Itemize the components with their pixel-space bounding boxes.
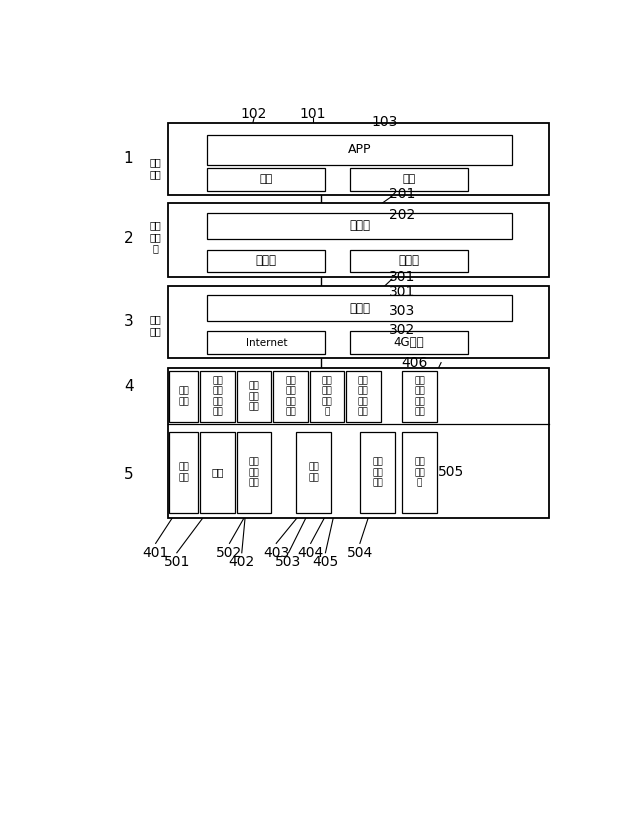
Bar — [350, 249, 468, 272]
Text: 固化
剂用
量监
控: 固化 剂用 量监 控 — [321, 377, 332, 416]
Text: APP: APP — [348, 143, 371, 156]
Text: 301: 301 — [389, 271, 415, 284]
Text: 监控
终端: 监控 终端 — [178, 387, 189, 406]
Bar — [207, 296, 512, 320]
Text: 403: 403 — [263, 546, 290, 560]
Bar — [200, 432, 236, 513]
Bar — [170, 371, 198, 422]
Text: 301: 301 — [389, 285, 415, 299]
Text: 4: 4 — [124, 379, 133, 394]
Bar — [360, 432, 396, 513]
Text: 显示屏: 显示屏 — [349, 219, 370, 232]
Bar — [200, 371, 236, 422]
Text: 投入
式液
位计: 投入 式液 位计 — [249, 457, 260, 487]
Text: 水位
监测
终端: 水位 监测 终端 — [249, 381, 260, 412]
Text: 交换机: 交换机 — [399, 254, 420, 267]
Bar — [207, 134, 512, 165]
Text: 406: 406 — [401, 355, 427, 370]
Text: 5: 5 — [124, 467, 133, 482]
Text: 防火墙: 防火墙 — [349, 302, 370, 315]
Bar — [170, 432, 198, 513]
Text: 502: 502 — [217, 546, 243, 560]
Text: 水泵: 水泵 — [211, 468, 224, 478]
Bar — [207, 168, 325, 191]
Bar — [296, 432, 331, 513]
Bar — [207, 331, 325, 354]
Text: 1: 1 — [124, 151, 133, 166]
Text: 水泥
用量
监控
终端: 水泥 用量 监控 终端 — [285, 377, 296, 416]
Text: 504: 504 — [347, 546, 373, 560]
Text: 404: 404 — [298, 546, 324, 560]
Text: 303: 303 — [389, 304, 415, 318]
Text: 压力
传感
器: 压力 传感 器 — [414, 457, 425, 487]
Bar — [168, 203, 549, 276]
Text: 4G网络: 4G网络 — [394, 336, 424, 349]
Text: 远程
控制: 远程 控制 — [150, 157, 161, 179]
Text: 计量
设备: 计量 设备 — [178, 463, 189, 482]
Bar — [350, 331, 468, 354]
Text: 402: 402 — [229, 555, 255, 569]
Bar — [168, 123, 549, 195]
Text: 通讯
网络: 通讯 网络 — [150, 315, 161, 336]
Text: 501: 501 — [164, 555, 190, 569]
Text: 防火墙: 防火墙 — [256, 254, 277, 267]
Text: 局域
网监
控: 局域 网监 控 — [150, 220, 161, 253]
Bar — [207, 213, 512, 239]
Bar — [273, 371, 308, 422]
Text: 102: 102 — [241, 107, 267, 121]
Text: 201: 201 — [389, 187, 415, 201]
Bar — [310, 371, 344, 422]
Bar — [402, 432, 437, 513]
Bar — [168, 368, 549, 518]
Text: 503: 503 — [276, 555, 302, 569]
Text: 下料
阀门: 下料 阀门 — [308, 463, 319, 482]
Text: Internet: Internet — [246, 337, 287, 347]
Text: 202: 202 — [389, 208, 415, 222]
Text: 401: 401 — [142, 546, 169, 560]
Text: 3: 3 — [124, 315, 133, 329]
Text: 超声
波流
量计: 超声 波流 量计 — [372, 457, 383, 487]
Bar — [345, 371, 381, 422]
Text: 505: 505 — [438, 465, 464, 479]
Bar — [237, 371, 271, 422]
Bar — [402, 371, 437, 422]
Text: 302: 302 — [389, 323, 415, 337]
Text: 2: 2 — [124, 231, 133, 246]
Text: 远程
监控
终端
设备: 远程 监控 终端 设备 — [414, 377, 425, 416]
Bar — [237, 432, 271, 513]
Bar — [207, 249, 325, 272]
Text: 405: 405 — [312, 555, 338, 569]
Text: 水泵
远程
监控
终端: 水泵 远程 监控 终端 — [212, 377, 223, 416]
Text: 101: 101 — [300, 107, 326, 121]
Text: 渣土
用量
监控
终端: 渣土 用量 监控 终端 — [358, 377, 369, 416]
Bar — [168, 286, 549, 359]
Bar — [350, 168, 468, 191]
Text: 手机: 手机 — [260, 174, 273, 184]
Text: 电脑: 电脑 — [403, 174, 416, 184]
Text: 103: 103 — [371, 115, 398, 130]
